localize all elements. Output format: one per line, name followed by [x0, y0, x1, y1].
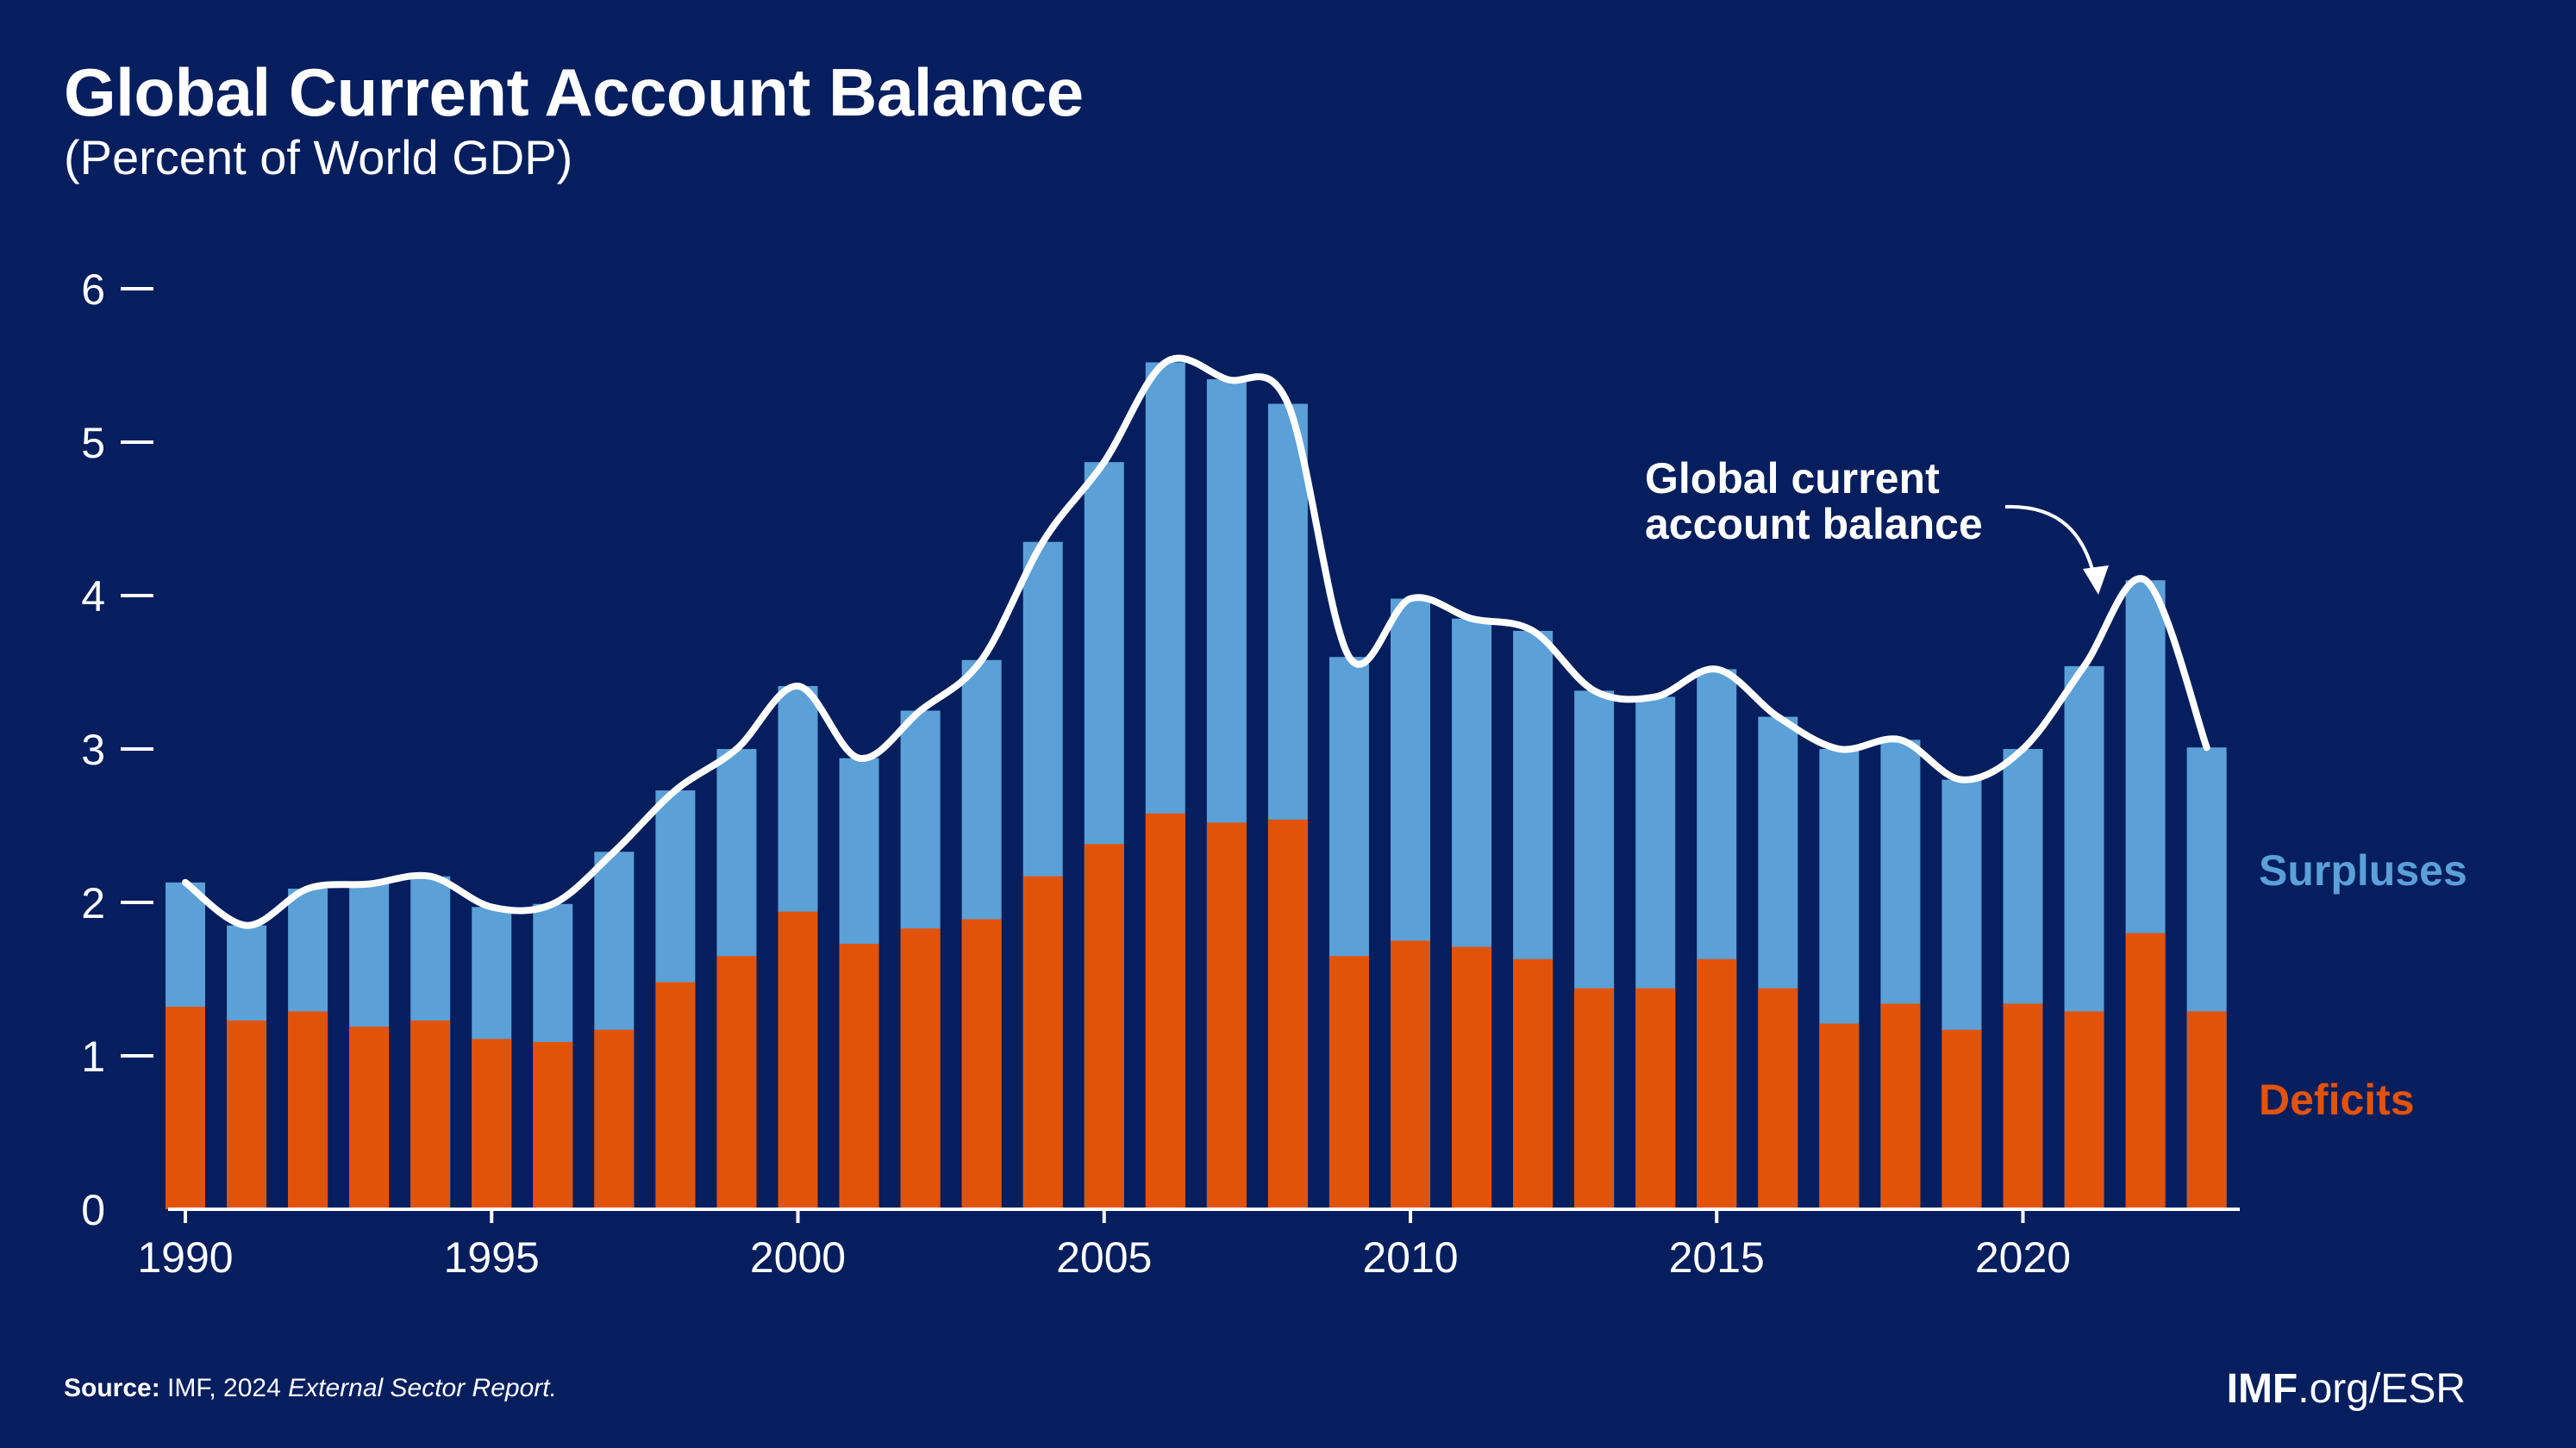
deficit-bar-1997: [594, 1029, 635, 1209]
deficit-bar-2004: [1022, 876, 1063, 1209]
deficit-bar-2020: [2003, 1003, 2043, 1209]
deficit-bar-2017: [1819, 1023, 1860, 1209]
deficit-bar-1994: [410, 1020, 451, 1209]
deficit-bar-1996: [533, 1041, 573, 1209]
x-tick-label-1995: 1995: [444, 1233, 540, 1282]
y-tick-label-2: 2: [81, 879, 105, 927]
source-text: IMF, 2024: [167, 1374, 281, 1402]
y-tick-label-1: 1: [81, 1033, 105, 1081]
axes-group: 1990 1995 2000 2005 2010 2015 2020 0 1 2 3 4 5 6: [81, 265, 2240, 1282]
deficit-bar-2009: [1329, 956, 1369, 1209]
annotation-arrow: [2004, 504, 2097, 580]
legend-deficits: Deficits: [2259, 1076, 2415, 1124]
annotation-line-1: Global current: [1645, 454, 1940, 502]
deficit-bar-1995: [472, 1039, 512, 1209]
deficit-bar-1993: [349, 1027, 390, 1209]
x-tick-label-2005: 2005: [1056, 1233, 1152, 1282]
deficit-bar-1999: [716, 956, 757, 1209]
deficit-bar-2019: [1941, 1029, 1982, 1209]
deficit-bar-2016: [1758, 988, 1798, 1209]
x-tick-label-1990: 1990: [137, 1233, 233, 1282]
source-note: Source: IMF, 2024 External Sector Report…: [64, 1374, 557, 1403]
brand-suffix: .org/ESR: [2298, 1366, 2466, 1412]
deficit-bar-1998: [655, 982, 696, 1209]
x-tick-label-2010: 2010: [1362, 1233, 1458, 1282]
deficit-bar-2015: [1697, 958, 1737, 1209]
deficit-bar-2002: [900, 928, 941, 1209]
x-tick-label-2015: 2015: [1669, 1233, 1765, 1282]
deficit-bar-2022: [2125, 933, 2166, 1209]
annotation-line-2: account balance: [1645, 500, 1983, 548]
deficit-bar-2000: [778, 911, 818, 1209]
y-tick-label-4: 4: [81, 572, 105, 621]
y-tick-label-5: 5: [81, 419, 105, 467]
deficit-bar-2007: [1206, 822, 1247, 1209]
y-tick-label-6: 6: [81, 265, 105, 314]
brand-url[interactable]: IMF.org/ESR: [2227, 1365, 2466, 1413]
annotation-arrowhead-icon: [2083, 565, 2109, 595]
deficit-bar-2011: [1452, 946, 1492, 1209]
deficit-bar-2023: [2186, 1011, 2227, 1209]
deficit-bar-2001: [839, 944, 879, 1209]
x-tick-label-2000: 2000: [750, 1233, 846, 1282]
deficit-bar-2021: [2064, 1011, 2104, 1209]
deficit-bar-2018: [1880, 1003, 1921, 1209]
source-label: Source:: [64, 1374, 160, 1402]
deficit-bar-1991: [227, 1020, 267, 1209]
deficit-bar-2005: [1084, 844, 1124, 1209]
source-report: External Sector Report.: [288, 1374, 557, 1402]
y-tick-label-3: 3: [81, 726, 105, 774]
chart-subtitle: (Percent of World GDP): [64, 130, 573, 184]
deficit-bar-2003: [961, 919, 1002, 1209]
deficit-bar-2014: [1635, 988, 1676, 1209]
legend-surpluses: Surpluses: [2259, 846, 2467, 895]
deficit-bar-1992: [288, 1011, 328, 1209]
brand-imf: IMF: [2226, 1366, 2298, 1412]
chart-title: Global Current Account Balance: [64, 54, 1084, 130]
y-tick-label-0: 0: [81, 1186, 105, 1234]
deficit-bar-2013: [1574, 988, 1615, 1209]
deficit-bar-1990: [166, 1007, 205, 1209]
deficit-bar-2008: [1267, 819, 1308, 1209]
balance-line: [182, 354, 2210, 929]
bars-group: [166, 362, 2227, 1209]
x-tick-label-2020: 2020: [1975, 1233, 2071, 1282]
deficit-bar-2010: [1391, 940, 1430, 1209]
deficit-bar-2012: [1513, 958, 1554, 1209]
deficit-bar-2006: [1145, 813, 1185, 1209]
